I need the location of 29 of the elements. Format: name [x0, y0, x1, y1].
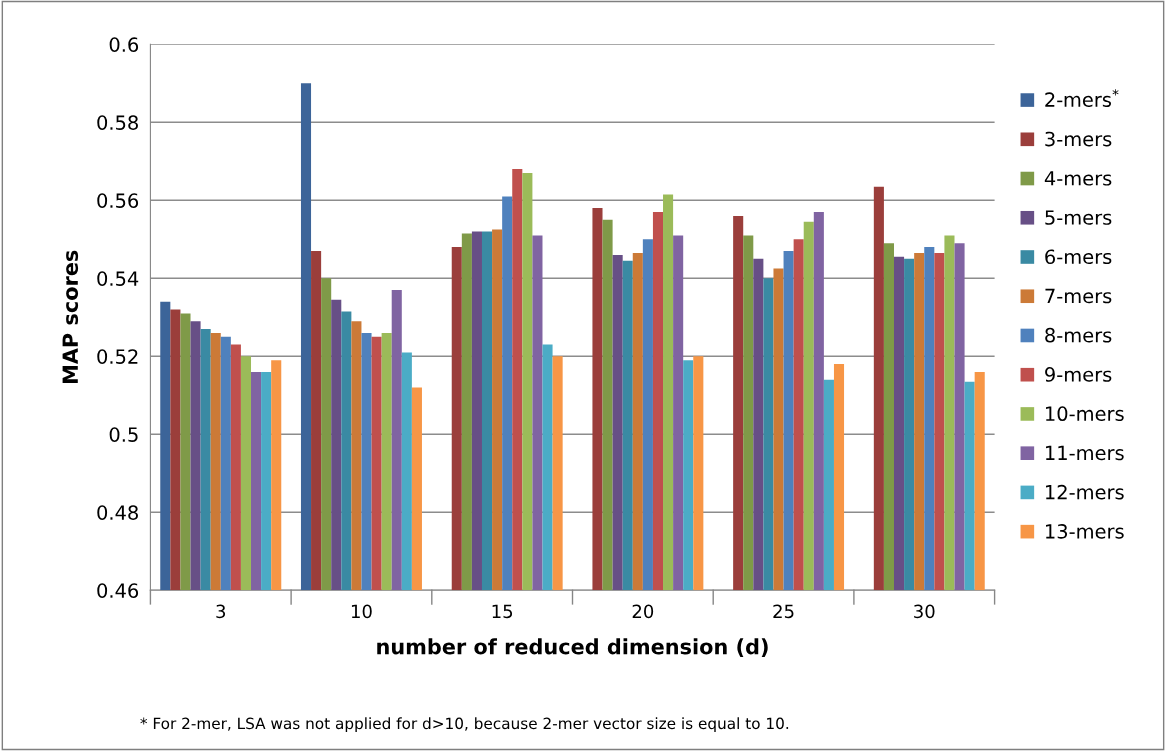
legend-label: 10-mers: [1046, 406, 1124, 422]
y-tick-label: 0.58: [97, 115, 138, 130]
y-tick-label: 0.54: [97, 271, 139, 286]
legend-label: 2-mers$^{*}$: [1045, 89, 1119, 107]
legend-label: 4-mers: [1044, 171, 1112, 186]
legend-label: 13-mers: [1046, 524, 1124, 539]
y-tick-label: 0.48: [97, 505, 138, 520]
legend-label: 5-mers: [1045, 210, 1112, 225]
y-tick-label: 0.52: [97, 349, 138, 364]
x-tick-label: 25: [773, 604, 794, 619]
x-tick-label: 30: [914, 604, 935, 619]
y-tick-label: 0.6: [109, 37, 139, 52]
x-axis-title: number of reduced dimension (d): [377, 638, 768, 657]
y-tick-label: 0.56: [97, 193, 139, 208]
legend-label: 7-mers: [1045, 288, 1112, 304]
legend-label: 3-mers: [1045, 131, 1112, 147]
y-tick-label: 0.5: [109, 427, 138, 442]
text: * For 2-mer, LSA was not applied for d>10, because 2-mer vector size is equal to 10.: [140, 717, 789, 733]
legend-label: 11-mers: [1046, 445, 1124, 461]
legend-label: 12-mers: [1046, 484, 1124, 500]
legend-label: 6-mers: [1045, 249, 1112, 265]
x-tick-label: 3: [216, 604, 226, 619]
legend-label: 8-mers: [1045, 327, 1112, 343]
legend-label: 9-mers: [1045, 367, 1112, 382]
x-tick-label: 10: [351, 604, 372, 619]
x-tick-label: 15: [492, 604, 513, 619]
y-axis-title: MAP scores: [62, 250, 79, 384]
y-tick-label: 0.46: [97, 583, 139, 598]
x-tick-label: 20: [632, 604, 654, 619]
